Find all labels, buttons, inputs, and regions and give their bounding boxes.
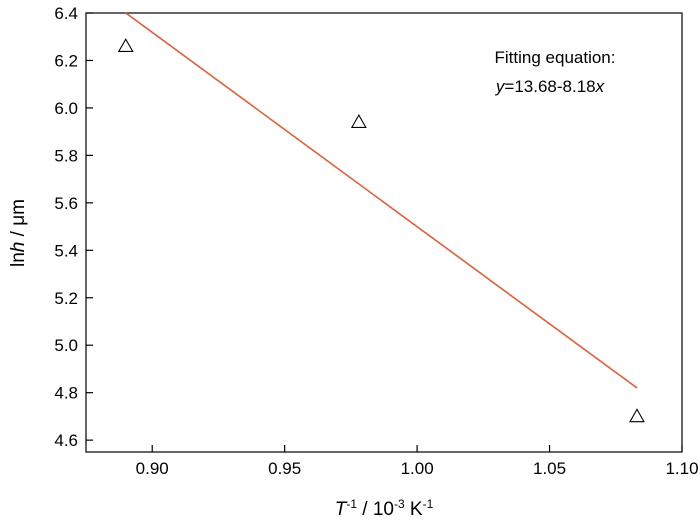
- annotation-line1: Fitting equation:: [495, 48, 616, 67]
- y-tick-label: 5.6: [54, 194, 78, 213]
- x-axis-ticks: 0.90 0.95 1.00 1.05 1.10: [136, 445, 699, 478]
- x-tick-label: 1.00: [401, 459, 434, 478]
- x-tick-label: 0.90: [136, 459, 169, 478]
- y-tick-label: 4.6: [54, 431, 78, 450]
- data-point: [629, 408, 645, 423]
- y-tick-label: 6.0: [54, 99, 78, 118]
- y-tick-label: 5.4: [54, 241, 78, 260]
- fit-layer: [125, 12, 638, 389]
- points-layer: [117, 38, 645, 423]
- plot-frame: [85, 12, 683, 453]
- y-axis-label: lnh / μm: [8, 199, 29, 267]
- y-tick-label: 6.4: [54, 4, 78, 23]
- y-tick-label: 5.2: [54, 289, 78, 308]
- x-axis-label: T-1 / 10-3 K-1: [335, 497, 434, 520]
- y-tick-label: 6.2: [54, 51, 78, 70]
- fit-line: [125, 12, 638, 389]
- x-tick-label: 1.10: [665, 459, 698, 478]
- annotation-equation: y=13.68-8.18x: [495, 77, 605, 96]
- x-tick-label: 1.05: [533, 459, 566, 478]
- y-tick-label: 5.8: [54, 146, 78, 165]
- data-point: [350, 114, 367, 128]
- data-point: [117, 38, 134, 53]
- x-tick-label: 0.95: [268, 459, 301, 478]
- y-axis-ticks: 4.6 4.8 5.0 5.2 5.4 5.6 5.8 6.0 6.2 6.4: [54, 4, 93, 450]
- y-tick-label: 4.8: [54, 384, 78, 403]
- y-tick-label: 5.0: [54, 336, 78, 355]
